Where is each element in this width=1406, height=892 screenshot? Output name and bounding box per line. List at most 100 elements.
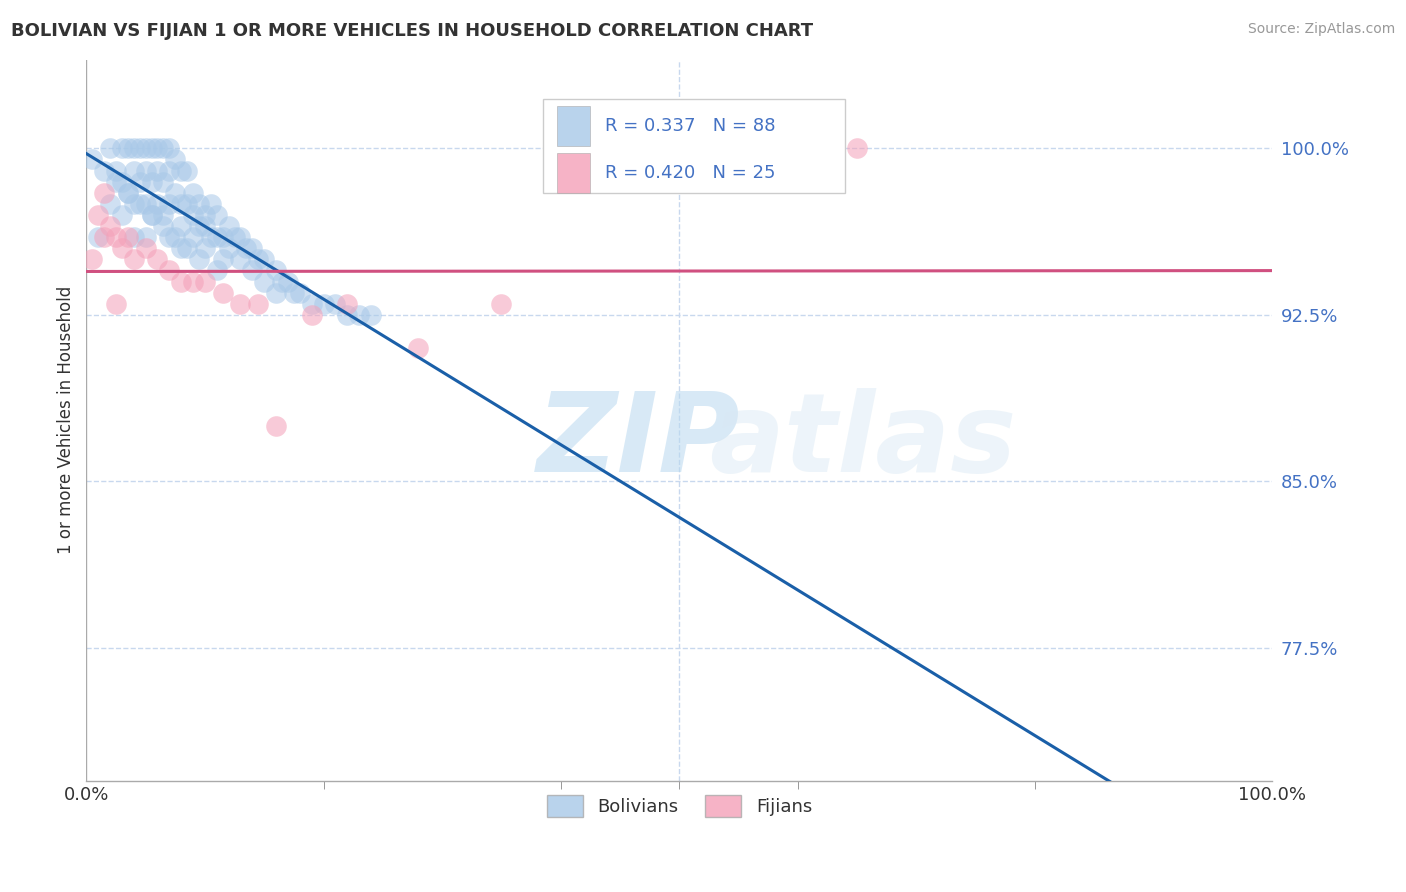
Point (128, 175, 150, 189)
Point (82, 252, 104, 267)
Text: Source: ZipAtlas.com: Source: ZipAtlas.com (1247, 22, 1395, 37)
Point (157, 230, 180, 244)
Point (122, 163, 145, 178)
Point (117, 230, 139, 244)
Point (253, 275, 276, 289)
Point (165, 186, 187, 200)
Point (188, 252, 211, 267)
FancyBboxPatch shape (557, 106, 591, 146)
Point (271, 275, 294, 289)
FancyBboxPatch shape (557, 153, 591, 193)
Point (104, 230, 127, 244)
Point (135, 197, 157, 211)
Point (111, 208, 134, 222)
Point (336, 308, 359, 322)
Point (152, 175, 174, 189)
Point (188, 197, 211, 211)
Point (205, 263, 228, 277)
Point (135, 163, 157, 178)
Point (211, 230, 233, 244)
Point (283, 285, 305, 300)
Point (128, 197, 150, 211)
Point (104, 163, 127, 178)
Point (104, 297, 127, 311)
Point (128, 141, 150, 155)
Point (188, 219, 211, 233)
Point (165, 153, 187, 167)
Point (194, 219, 217, 233)
Point (146, 163, 169, 178)
Point (165, 230, 187, 244)
Point (141, 208, 163, 222)
Point (170, 241, 193, 255)
Text: R = 0.420   N = 25: R = 0.420 N = 25 (605, 164, 775, 182)
Point (181, 208, 204, 222)
Point (491, 297, 513, 311)
Point (200, 230, 222, 244)
Point (218, 241, 240, 255)
Point (200, 197, 222, 211)
Point (235, 241, 257, 255)
Point (224, 230, 246, 244)
Point (122, 197, 145, 211)
Point (264, 263, 287, 277)
Point (312, 297, 335, 311)
Point (98, 197, 121, 211)
Point (122, 230, 145, 244)
Point (229, 252, 252, 267)
Point (846, 141, 869, 155)
Point (93, 186, 115, 200)
Point (176, 197, 198, 211)
Text: ZIP: ZIP (537, 388, 741, 495)
Point (229, 297, 252, 311)
Point (205, 230, 228, 244)
Point (205, 208, 228, 222)
Point (194, 275, 217, 289)
Point (408, 341, 430, 355)
Point (146, 197, 169, 211)
Point (117, 186, 139, 200)
Point (111, 241, 134, 255)
Point (117, 186, 139, 200)
Point (135, 230, 157, 244)
Point (240, 263, 263, 277)
Point (181, 230, 204, 244)
Point (170, 197, 193, 211)
Point (218, 219, 240, 233)
Point (157, 263, 180, 277)
Point (247, 297, 270, 311)
Point (264, 285, 287, 300)
Point (82, 153, 104, 167)
Point (146, 252, 169, 267)
Point (170, 219, 193, 233)
Point (93, 230, 115, 244)
Point (87, 208, 110, 222)
Point (157, 141, 180, 155)
Point (181, 186, 204, 200)
Legend: Bolivians, Fijians: Bolivians, Fijians (537, 786, 821, 826)
Point (141, 141, 163, 155)
Text: atlas: atlas (709, 388, 1017, 495)
Point (211, 285, 233, 300)
Point (170, 163, 193, 178)
Point (181, 275, 204, 289)
Point (247, 252, 270, 267)
Point (277, 275, 299, 289)
Point (194, 241, 217, 255)
Point (229, 230, 252, 244)
Point (157, 163, 180, 178)
Point (152, 208, 174, 222)
Point (157, 197, 180, 211)
Point (111, 175, 134, 189)
Point (104, 175, 127, 189)
Point (98, 141, 121, 155)
Point (111, 141, 134, 155)
Point (122, 252, 145, 267)
Point (325, 297, 347, 311)
Point (152, 141, 174, 155)
Point (117, 141, 139, 155)
Point (288, 285, 311, 300)
Point (211, 252, 233, 267)
Point (176, 241, 198, 255)
Point (141, 208, 163, 222)
